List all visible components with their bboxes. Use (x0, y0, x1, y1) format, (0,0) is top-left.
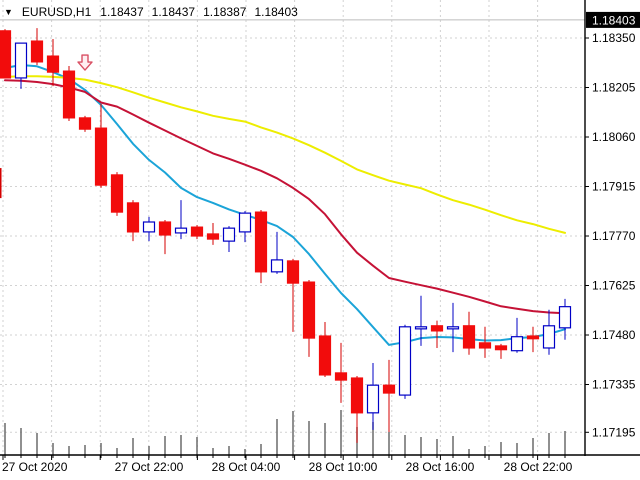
bear-candle-body (94, 127, 108, 186)
bull-candle-body (510, 336, 524, 352)
price-axis-label: 1.17480 (592, 328, 636, 342)
bear-candle-body (526, 335, 540, 340)
bear-candle-body (462, 325, 476, 349)
bull-candle-body (222, 227, 236, 242)
price-axis-label: 1.18060 (592, 130, 636, 144)
bull-candle-body (542, 325, 556, 349)
price-axis-label: 1.17770 (592, 229, 636, 243)
open-value: 1.18437 (100, 5, 144, 19)
time-axis-label: 27 Oct 22:00 (115, 460, 184, 474)
current-price-label: 1.18403 (592, 13, 636, 27)
bear-candle-body (382, 384, 396, 394)
price-axis-label: 1.18205 (592, 81, 636, 95)
time-axis-label: 28 Oct 16:00 (406, 460, 475, 474)
bull-candle-body (270, 259, 284, 273)
bear-candle-body (78, 117, 92, 130)
low-value: 1.18387 (203, 5, 247, 19)
bull-candle-body (366, 384, 380, 414)
bear-candle-body (286, 260, 300, 284)
current-price-box (586, 11, 640, 28)
price-axis-label: 1.17625 (592, 279, 636, 293)
bear-candle-body (0, 30, 12, 79)
bear-candle-body (334, 372, 348, 381)
bear-candle-body (30, 40, 44, 63)
bear-candle-body (318, 335, 332, 376)
bear-candle-body (190, 226, 204, 237)
bull-candle-body (238, 212, 252, 233)
bear-candle-body (126, 202, 140, 233)
bull-candle-body (558, 306, 572, 329)
bear-candle-body (254, 211, 268, 273)
slow-moving-average-line (4, 75, 566, 234)
bull-candle-body (174, 227, 188, 234)
chart-header: ▼ EURUSD,H1 1.18437 1.18437 1.18387 1.18… (4, 3, 298, 21)
bear-candle-body (206, 233, 220, 240)
bull-candle-body (446, 326, 460, 330)
bull-candle-body (414, 326, 428, 330)
bear-candle-body (46, 55, 60, 73)
bear-candle-body (158, 221, 172, 236)
medium-moving-average-line (4, 79, 566, 315)
bear-candle-body (430, 325, 444, 332)
price-axis-label: 1.17335 (592, 378, 636, 392)
bull-candle-body (14, 42, 28, 79)
price-axis-label: 1.17915 (592, 180, 636, 194)
bear-candle-body (110, 174, 124, 213)
symbol-timeframe-label: EURUSD,H1 (21, 5, 92, 19)
price-axis-label: 1.18350 (592, 31, 636, 45)
time-axis-label: 27 Oct 2020 (2, 460, 68, 474)
down-arrow-annotation (77, 54, 93, 71)
price-axis-label: 1.17195 (592, 425, 636, 439)
bear-candle-body (494, 345, 508, 351)
close-value: 1.18403 (254, 5, 298, 19)
bull-candle-body (142, 221, 156, 233)
ohlc-readout: 1.18437 1.18437 1.18387 1.18403 (100, 5, 298, 19)
bear-candle-body (478, 342, 492, 349)
time-axis-label: 28 Oct 10:00 (309, 460, 378, 474)
bear-candle-body (350, 377, 364, 414)
time-axis-label: 28 Oct 22:00 (504, 460, 573, 474)
bear-candle-body (302, 281, 316, 339)
symbol-dropdown-icon[interactable]: ▼ (4, 6, 13, 17)
high-value: 1.18437 (151, 5, 196, 19)
bear-candle-body (62, 70, 76, 119)
bull-candle-body (398, 326, 412, 396)
time-axis-label: 28 Oct 04:00 (212, 460, 281, 474)
